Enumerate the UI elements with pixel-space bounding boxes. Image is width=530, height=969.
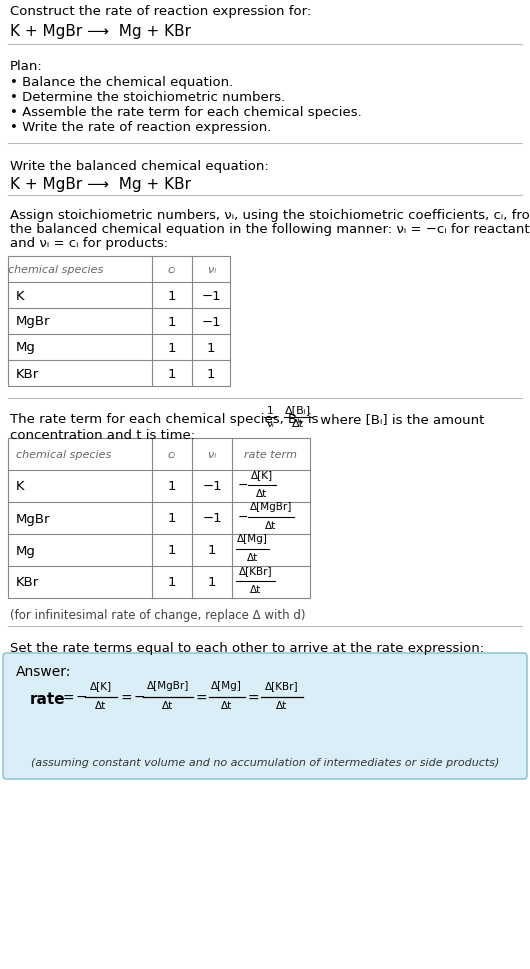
Text: Δt: Δt [276,701,288,710]
Bar [8,257,230,387]
Text: νᵢ: νᵢ [208,265,216,275]
Text: Δ[KBr]: Δ[KBr] [238,566,272,576]
Text: 1: 1 [168,512,176,525]
Text: Plan:: Plan: [10,60,43,73]
Text: 1: 1 [207,341,215,354]
Text: Δ[KBr]: Δ[KBr] [265,680,299,690]
Text: =: = [120,691,131,705]
Text: 1: 1 [168,544,176,557]
Text: −1: −1 [202,512,222,525]
Text: K + MgBr ⟶  Mg + KBr: K + MgBr ⟶ Mg + KBr [10,24,191,39]
Text: Δt: Δt [246,552,258,562]
Text: KBr: KBr [16,576,39,589]
Text: 1: 1 [208,544,216,557]
Text: Δ[MgBr]: Δ[MgBr] [147,680,189,690]
Text: 1: 1 [208,576,216,589]
Text: • Assemble the rate term for each chemical species.: • Assemble the rate term for each chemic… [10,106,362,119]
Text: concentration and t is time:: concentration and t is time: [10,428,195,442]
Text: Set the rate terms equal to each other to arrive at the rate expression:: Set the rate terms equal to each other t… [10,641,484,654]
Text: and νᵢ = cᵢ for products:: and νᵢ = cᵢ for products: [10,236,168,250]
Text: −: − [238,478,249,491]
Text: Δt: Δt [257,488,268,498]
Text: =: = [248,691,259,705]
Bar [8,439,310,599]
Text: νᵢ: νᵢ [266,419,274,428]
FancyBboxPatch shape [3,653,527,779]
Text: MgBr: MgBr [16,315,50,328]
Text: 1: 1 [168,480,176,493]
Text: νᵢ: νᵢ [208,450,216,459]
Text: Δt: Δt [221,701,232,710]
Text: • Balance the chemical equation.: • Balance the chemical equation. [10,76,233,89]
Text: chemical species: chemical species [16,450,111,459]
Text: (assuming constant volume and no accumulation of intermediates or side products): (assuming constant volume and no accumul… [31,757,499,767]
Text: Δt: Δt [292,419,304,428]
Text: Δ[K]: Δ[K] [90,680,112,690]
Text: rate term: rate term [244,450,297,459]
Text: 1: 1 [168,289,176,302]
Text: Mg: Mg [16,341,36,354]
Text: =: = [62,691,74,705]
Text: 1: 1 [168,576,176,589]
Text: The rate term for each chemical species, Bᵢ, is: The rate term for each chemical species,… [10,413,323,425]
Text: Δt: Δt [95,701,107,710]
Text: chemical species: chemical species [8,265,103,275]
Text: −1: −1 [201,289,221,302]
Text: Construct the rate of reaction expression for:: Construct the rate of reaction expressio… [10,5,311,18]
Text: K: K [16,289,24,302]
Text: Δ[Mg]: Δ[Mg] [237,534,268,544]
Text: rate: rate [30,691,66,705]
Text: • Determine the stoichiometric numbers.: • Determine the stoichiometric numbers. [10,91,285,104]
Text: Write the balanced chemical equation:: Write the balanced chemical equation: [10,160,269,172]
Text: 1: 1 [168,341,176,354]
Text: where [Bᵢ] is the amount: where [Bᵢ] is the amount [316,413,484,425]
Text: the balanced chemical equation in the following manner: νᵢ = −cᵢ for reactants: the balanced chemical equation in the fo… [10,223,530,235]
Text: Δ[Bᵢ]: Δ[Bᵢ] [285,405,311,415]
Text: MgBr: MgBr [16,512,50,525]
Text: Mg: Mg [16,544,36,557]
Text: Δt: Δt [162,701,173,710]
Text: −: − [134,689,146,703]
Text: Δ[MgBr]: Δ[MgBr] [250,502,292,512]
Text: 1: 1 [267,406,273,416]
Text: K + MgBr ⟶  Mg + KBr: K + MgBr ⟶ Mg + KBr [10,176,191,192]
Text: • Write the rate of reaction expression.: • Write the rate of reaction expression. [10,121,271,134]
Text: Δt: Δt [265,520,276,530]
Text: −: − [76,689,87,703]
Text: Assign stoichiometric numbers, νᵢ, using the stoichiometric coefficients, cᵢ, fr: Assign stoichiometric numbers, νᵢ, using… [10,208,530,222]
Text: 1: 1 [207,367,215,380]
Text: −: − [238,510,249,523]
Text: Answer:: Answer: [16,665,72,678]
Text: 1: 1 [168,315,176,328]
Text: K: K [16,480,24,493]
Text: KBr: KBr [16,367,39,380]
Text: 1: 1 [168,367,176,380]
Text: Δ[K]: Δ[K] [251,470,273,480]
Text: (for infinitesimal rate of change, replace Δ with d): (for infinitesimal rate of change, repla… [10,609,305,621]
Text: Δt: Δt [250,584,261,594]
Text: Δ[Mg]: Δ[Mg] [211,680,242,690]
Text: cᵢ: cᵢ [168,265,176,275]
Text: cᵢ: cᵢ [168,450,176,459]
Text: −1: −1 [202,480,222,493]
Text: =: = [196,691,207,705]
Text: −1: −1 [201,315,221,328]
